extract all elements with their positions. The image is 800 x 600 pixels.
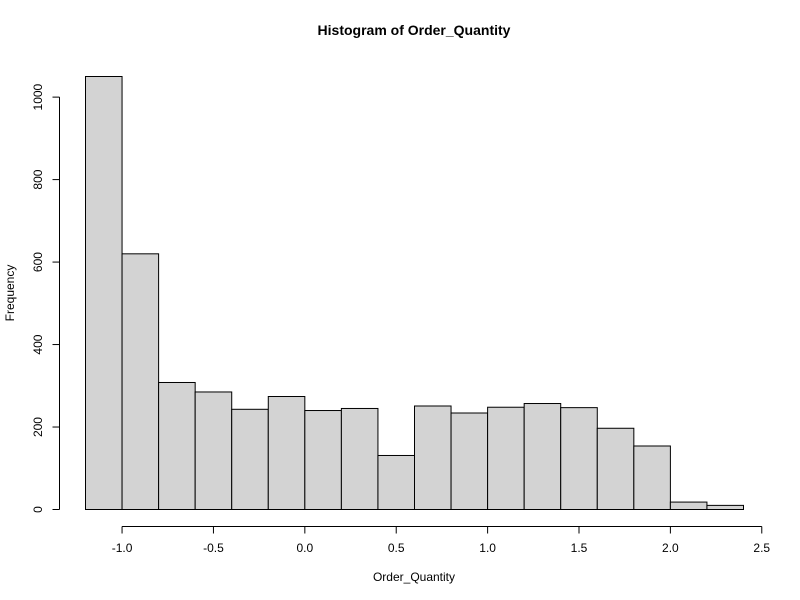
histogram-bar (194, 391, 233, 511)
x-tick-label: 0.0 (296, 541, 313, 555)
histogram-bar (267, 396, 306, 511)
x-tick-label: 1.0 (479, 541, 496, 555)
x-tick-label: 2.0 (662, 541, 679, 555)
y-axis: 0 200 400 600 800 1000 (31, 83, 60, 513)
y-tick-label: 800 (31, 169, 45, 189)
histogram-bar (304, 410, 342, 510)
chart-title: Histogram of Order_Quantity (318, 22, 511, 38)
y-tick-label: 1000 (31, 83, 45, 110)
histogram-bar (121, 253, 160, 510)
histogram-bar (377, 454, 416, 510)
x-tick-label: 1.5 (571, 541, 588, 555)
histogram-bar (523, 403, 562, 510)
y-tick-label: 0 (31, 506, 45, 513)
histogram-bar (633, 445, 671, 511)
x-tick-label: 0.5 (388, 541, 405, 555)
histogram-bar (158, 381, 196, 510)
bars-layer (85, 76, 745, 511)
histogram-bar (85, 76, 123, 510)
histogram-bar (414, 405, 452, 510)
histogram-bar (340, 407, 379, 511)
y-tick-label: 400 (31, 334, 45, 354)
y-axis-label: Frequency (3, 265, 17, 322)
y-tick-label: 600 (31, 252, 45, 272)
histogram-bar (231, 408, 269, 511)
histogram-bar (560, 407, 598, 510)
x-tick-label: 2.5 (753, 541, 770, 555)
histogram-bar (450, 412, 489, 511)
histogram-bar (669, 501, 708, 511)
x-tick-label: -1.0 (112, 541, 133, 555)
x-tick-label: -0.5 (203, 541, 224, 555)
x-axis-label: Order_Quantity (373, 570, 455, 584)
histogram-bar (596, 427, 635, 510)
histogram-bar (487, 406, 525, 510)
histogram-bar (706, 504, 745, 510)
y-tick-label: 200 (31, 417, 45, 437)
x-axis: -1.0 -0.5 0.0 0.5 1.0 1.5 2.0 2.5 (112, 526, 770, 555)
